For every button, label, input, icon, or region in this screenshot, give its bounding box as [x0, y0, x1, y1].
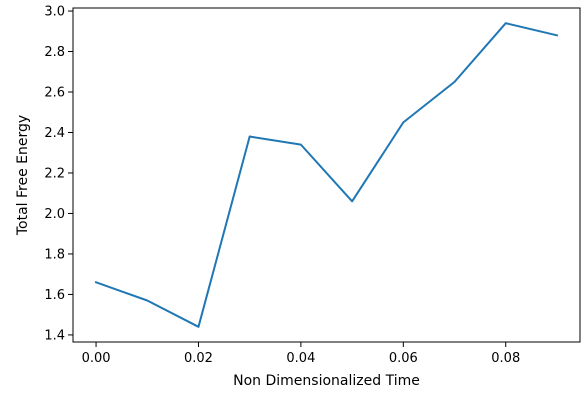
y-axis-label: Total Free Energy — [15, 115, 31, 236]
x-axis-ticks: 0.00 0.02 0.04 0.06 0.08 — [82, 342, 520, 366]
plot-area — [73, 8, 580, 342]
x-tick-label: 0.08 — [491, 351, 520, 366]
y-tick-label: 3.0 — [44, 5, 65, 20]
x-tick-label: 0.00 — [82, 351, 111, 366]
y-tick-label: 2.2 — [44, 166, 65, 181]
series-line — [94, 22, 559, 328]
y-tick-label: 1.8 — [44, 247, 65, 262]
x-tick-label: 0.02 — [184, 351, 213, 366]
y-tick-label: 2.4 — [44, 126, 65, 141]
x-axis-label: Non Dimensionalized Time — [233, 373, 420, 389]
y-tick-label: 2.8 — [44, 45, 65, 60]
x-tick-label: 0.06 — [389, 351, 418, 366]
y-tick-label: 2.0 — [44, 207, 65, 222]
y-tick-label: 1.4 — [44, 328, 65, 343]
y-tick-label: 2.6 — [44, 86, 65, 101]
x-tick-label: 0.04 — [286, 351, 315, 366]
y-axis-ticks: 1.4 1.6 1.8 2.0 2.2 2.4 2.6 2.8 3.0 — [44, 5, 73, 343]
y-tick-label: 1.6 — [44, 288, 65, 303]
series-layer — [94, 22, 559, 328]
plot-frame — [72, 7, 581, 343]
